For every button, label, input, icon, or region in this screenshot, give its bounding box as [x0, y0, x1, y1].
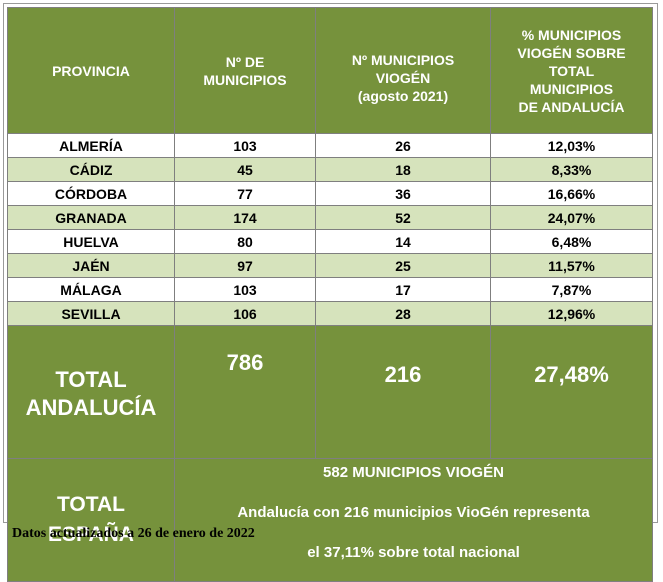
cell-provincia: CÓRDOBA — [7, 181, 175, 206]
cell-viogen: 17 — [315, 277, 491, 302]
cell-porcentaje: 12,96% — [490, 301, 653, 326]
cell-viogen: 14 — [315, 229, 491, 254]
cell-provincia: GRANADA — [7, 205, 175, 230]
table-row: SEVILLA 106 28 12,96% — [7, 301, 653, 326]
header-porcentaje: % MUNICIPIOS VIOGÉN SOBRE TOTAL MUNICIPI… — [490, 7, 653, 134]
cell-provincia: JAÉN — [7, 253, 175, 278]
cell-viogen: 18 — [315, 157, 491, 182]
header-municipios: Nº DE MUNICIPIOS — [174, 7, 316, 134]
table-row: JAÉN 97 25 11,57% — [7, 253, 653, 278]
table-row: HUELVA 80 14 6,48% — [7, 229, 653, 254]
cell-provincia: SEVILLA — [7, 301, 175, 326]
header-provincia: PROVINCIA — [7, 7, 175, 134]
cell-municipios: 103 — [174, 277, 316, 302]
cell-provincia: HUELVA — [7, 229, 175, 254]
header-viogen: Nº MUNICIPIOS VIOGÉN (agosto 2021) — [315, 7, 491, 134]
total-andalucia-row: TOTAL ANDALUCÍA 786 216 27,48% — [7, 325, 653, 459]
table-row: ALMERÍA 103 26 12,03% — [7, 133, 653, 158]
footnote: Datos actualizados a 26 de enero de 2022 — [12, 526, 255, 541]
cell-provincia: ALMERÍA — [7, 133, 175, 158]
cell-porcentaje: 11,57% — [490, 253, 653, 278]
cell-municipios: 97 — [174, 253, 316, 278]
table-row: MÁLAGA 103 17 7,87% — [7, 277, 653, 302]
table-row: CÓRDOBA 77 36 16,66% — [7, 181, 653, 206]
cell-porcentaje: 7,87% — [490, 277, 653, 302]
total-espana-row: TOTAL ESPAÑA 582 MUNICIPIOS VIOGÉN Andal… — [7, 458, 653, 582]
table-row: CÁDIZ 45 18 8,33% — [7, 157, 653, 182]
cell-porcentaje: 16,66% — [490, 181, 653, 206]
cell-viogen: 28 — [315, 301, 491, 326]
cell-porcentaje: 8,33% — [490, 157, 653, 182]
total-andalucia-porcentaje: 27,48% — [490, 325, 653, 459]
cell-municipios: 103 — [174, 133, 316, 158]
total-andalucia-label: TOTAL ANDALUCÍA — [7, 325, 175, 459]
cell-viogen: 52 — [315, 205, 491, 230]
cell-porcentaje: 24,07% — [490, 205, 653, 230]
cell-municipios: 174 — [174, 205, 316, 230]
cell-porcentaje: 6,48% — [490, 229, 653, 254]
total-espana-label: TOTAL ESPAÑA — [7, 458, 175, 582]
cell-municipios: 80 — [174, 229, 316, 254]
cell-viogen: 36 — [315, 181, 491, 206]
total-espana-info: 582 MUNICIPIOS VIOGÉN Andalucía con 216 … — [174, 458, 653, 582]
municipios-viogen-table: PROVINCIA Nº DE MUNICIPIOS Nº MUNICIPIOS… — [7, 7, 653, 582]
total-andalucia-viogen: 216 — [315, 325, 491, 459]
cell-municipios: 106 — [174, 301, 316, 326]
cell-viogen: 25 — [315, 253, 491, 278]
table-row: GRANADA 174 52 24,07% — [7, 205, 653, 230]
cell-provincia: MÁLAGA — [7, 277, 175, 302]
cell-porcentaje: 12,03% — [490, 133, 653, 158]
cell-municipios: 45 — [174, 157, 316, 182]
total-andalucia-municipios: 786 — [174, 325, 316, 459]
cell-provincia: CÁDIZ — [7, 157, 175, 182]
cell-municipios: 77 — [174, 181, 316, 206]
header-row: PROVINCIA Nº DE MUNICIPIOS Nº MUNICIPIOS… — [7, 7, 653, 134]
cell-viogen: 26 — [315, 133, 491, 158]
